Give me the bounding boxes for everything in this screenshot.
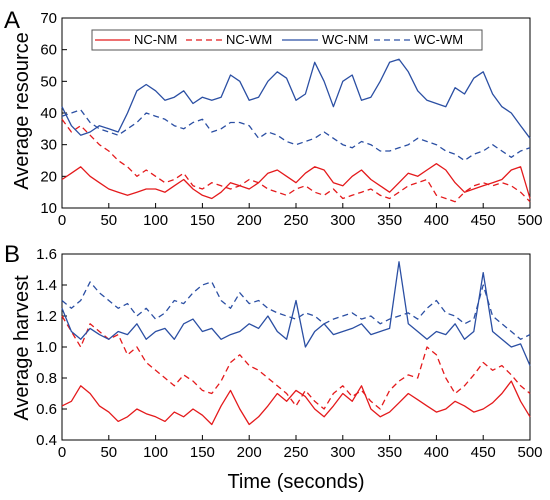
- y-tick-label-a: 40: [40, 105, 57, 122]
- legend: NC-NM NC-WM WC-NM WC-WM: [91, 29, 483, 51]
- x-tick-label-a: 100: [143, 212, 168, 229]
- y-tick-label-b: 0.4: [36, 432, 57, 449]
- x-tick-label-b: 0: [58, 444, 66, 461]
- legend-label-nc-nm: NC-NM: [134, 32, 177, 47]
- x-tick-label-a: 250: [283, 212, 308, 229]
- series-line-nc-nm-b: [61, 380, 531, 426]
- y-tick-label-b: 0.8: [36, 370, 57, 387]
- y-tick-label-b: 1.0: [36, 339, 57, 356]
- x-tick-label-a: 450: [471, 212, 496, 229]
- y-tick-label-b: 1.4: [36, 277, 57, 294]
- series-line-nc-wm-b: [61, 315, 531, 410]
- y-tick-label-b: 0.6: [36, 401, 57, 418]
- axes-a: 0 50 100 150 200 250 300 350 400 450 500 10 20 30 40 50…: [40, 10, 542, 229]
- axes-b: 0 50 100 150 200 250 300 350 400 450 500 0.4 0.6 0.8 1…: [36, 246, 542, 461]
- panel-a: A Average resource 0 50 100 150 200 250 300 350…: [4, 7, 543, 229]
- series-group-a: [61, 58, 531, 203]
- x-tick-label-b: 100: [143, 444, 168, 461]
- x-tick-label-a: 150: [190, 212, 215, 229]
- y-tick-label-b: 1.6: [36, 246, 57, 263]
- y-axis-label-b: Average harvest: [11, 275, 33, 421]
- panel-label-a: A: [4, 7, 20, 34]
- x-tick-label-b: 150: [190, 444, 215, 461]
- x-tick-label-b: 400: [424, 444, 449, 461]
- x-tick-label-a: 50: [100, 212, 117, 229]
- x-tick-label-b: 250: [283, 444, 308, 461]
- x-tick-label-b: 50: [100, 444, 117, 461]
- x-tick-label-b: 450: [471, 444, 496, 461]
- x-tick-label-b: 350: [377, 444, 402, 461]
- x-tick-label-a: 300: [330, 212, 355, 229]
- series-line-nc-nm-a: [61, 163, 531, 200]
- y-tick-label-a: 30: [40, 137, 57, 154]
- x-tick-label-a: 200: [237, 212, 262, 229]
- x-tick-label-a: 500: [517, 212, 542, 229]
- x-tick-label-a: 350: [377, 212, 402, 229]
- y-tick-label-a: 10: [40, 200, 57, 217]
- series-line-nc-wm-a: [61, 118, 531, 203]
- panel-label-b: B: [4, 241, 20, 268]
- y-tick-label-a: 60: [40, 42, 57, 59]
- series-line-wc-wm-b: [61, 281, 531, 340]
- x-tick-label-a: 0: [58, 212, 66, 229]
- y-tick-label-a: 20: [40, 168, 57, 185]
- y-tick-label-a: 50: [40, 73, 57, 90]
- legend-label-wc-nm: WC-NM: [322, 32, 368, 47]
- x-tick-label-b: 200: [237, 444, 262, 461]
- panel-b: B Average harvest 0 50 100 150 200 250 300 350 4…: [4, 241, 543, 493]
- legend-label-wc-wm: WC-WM: [414, 32, 463, 47]
- series-group-b: [61, 261, 531, 426]
- legend-label-nc-wm: NC-WM: [226, 32, 272, 47]
- series-line-wc-wm-a: [61, 109, 531, 162]
- x-tick-label-b: 500: [517, 444, 542, 461]
- x-tick-label-b: 300: [330, 444, 355, 461]
- series-line-wc-nm-b: [61, 261, 531, 366]
- x-tick-label-a: 400: [424, 212, 449, 229]
- y-tick-label-a: 70: [40, 10, 57, 27]
- x-axis-label: Time (seconds): [227, 471, 364, 493]
- y-axis-label-a: Average resource: [11, 32, 33, 190]
- series-line-wc-nm-a: [61, 58, 531, 139]
- y-tick-label-b: 1.2: [36, 308, 57, 325]
